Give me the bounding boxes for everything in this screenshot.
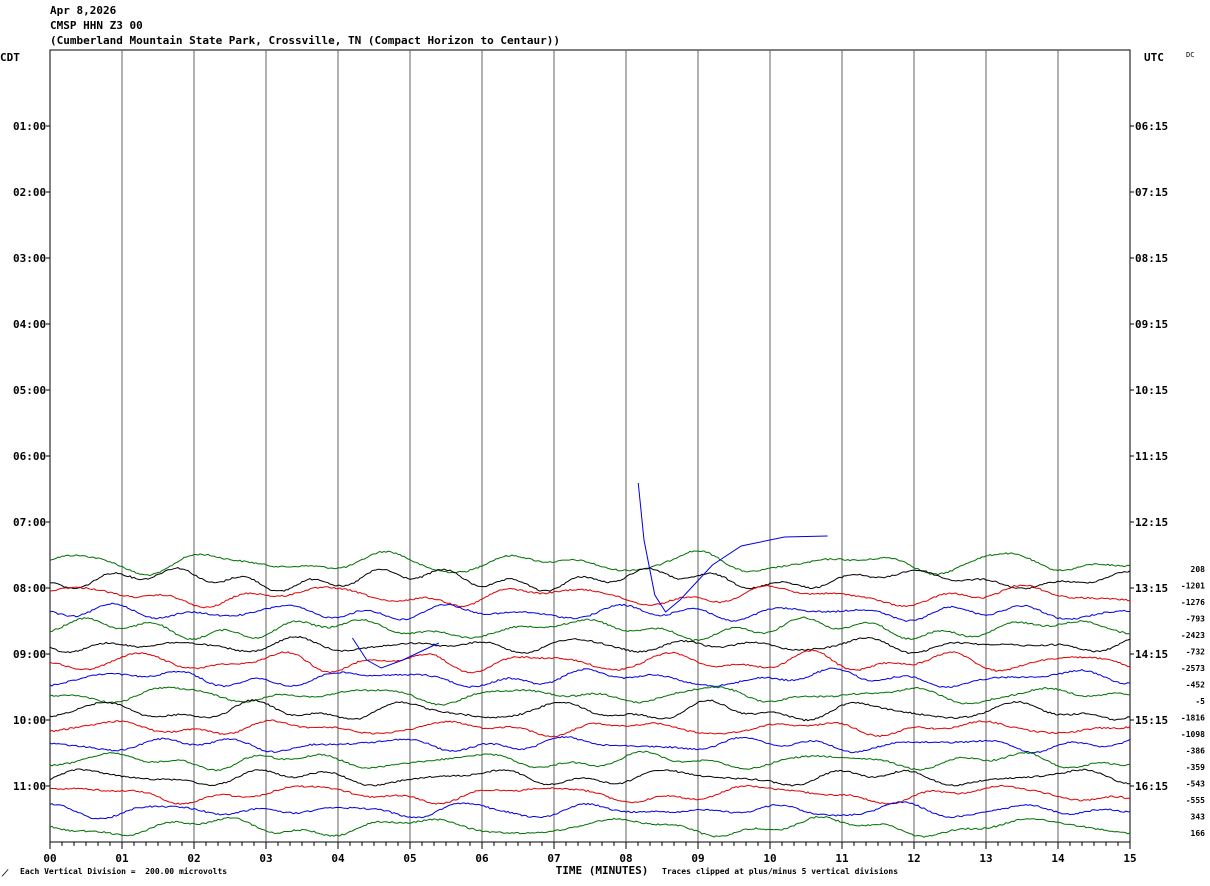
trace-line <box>49 649 1131 674</box>
x-tick-label: 01 <box>115 852 129 865</box>
left-time-label: 03:00 <box>13 252 46 265</box>
trace-offset-label: -386 <box>1186 747 1205 756</box>
trace-offset-labels: 208 -1201 -1276 -793 -2423 -732 -2573 -452 -5 -18… <box>1181 565 1205 838</box>
x-tick-label: 07 <box>547 852 560 865</box>
x-tick-label: 08 <box>619 852 632 865</box>
footer-mark: ⟋ <box>2 869 9 879</box>
left-time-label: 10:00 <box>13 714 46 727</box>
trace-offset-label: -1098 <box>1181 730 1205 739</box>
x-tick-label: 14 <box>1051 852 1065 865</box>
trace-offset-label: 208 <box>1191 565 1206 574</box>
event-trace <box>637 482 828 613</box>
right-time-label: 16:15 <box>1135 780 1168 793</box>
right-time-label: 09:15 <box>1135 318 1168 331</box>
corner-tag: DC <box>1186 51 1194 59</box>
x-tick-label: 09 <box>691 852 704 865</box>
right-time-label: 14:15 <box>1135 648 1168 661</box>
left-time-label: 07:00 <box>13 516 46 529</box>
trace-offset-label: -2573 <box>1181 664 1205 673</box>
x-tick-label: 12 <box>907 852 920 865</box>
trace-offset-label: 343 <box>1191 813 1206 822</box>
x-tick-label: 02 <box>187 852 200 865</box>
trace-line <box>49 801 1131 820</box>
left-time-label: 01:00 <box>13 120 46 133</box>
trace-line <box>49 784 1131 805</box>
right-time-label: 12:15 <box>1135 516 1168 529</box>
trace-line <box>49 602 1131 622</box>
trace-line <box>49 719 1131 738</box>
x-axis-title: TIME (MINUTES) <box>556 864 649 877</box>
trace-offset-label: -793 <box>1186 615 1205 624</box>
trace-offset-label: -359 <box>1186 763 1205 772</box>
x-tick-label: 04 <box>331 852 345 865</box>
left-time-label: 04:00 <box>13 318 46 331</box>
trace-line <box>49 768 1131 787</box>
trace-offset-label: -1276 <box>1181 598 1205 607</box>
trace-offset-label: -452 <box>1186 681 1205 690</box>
left-time-label: 09:00 <box>13 648 46 661</box>
left-axis-title: CDT <box>0 51 20 64</box>
trace-offset-label: -5 <box>1195 697 1205 706</box>
right-time-label: 11:15 <box>1135 450 1168 463</box>
trace-offset-label: -732 <box>1186 648 1205 657</box>
trace-offset-label: -543 <box>1186 780 1205 789</box>
x-tick-label: 15 <box>1123 852 1136 865</box>
x-tick-label: 13 <box>979 852 992 865</box>
x-tick-label: 10 <box>763 852 776 865</box>
left-time-label: 02:00 <box>13 186 46 199</box>
right-time-label: 10:15 <box>1135 384 1168 397</box>
right-time-label: 06:15 <box>1135 120 1168 133</box>
trace-line <box>49 584 1131 609</box>
trace-offset-label: 166 <box>1191 829 1206 838</box>
trace-line <box>49 635 1131 654</box>
left-time-label: 05:00 <box>13 384 46 397</box>
right-time-label: 15:15 <box>1135 714 1168 727</box>
x-tick-label: 00 <box>43 852 56 865</box>
trace-offset-label: -555 <box>1186 796 1205 805</box>
left-time-label: 08:00 <box>13 582 46 595</box>
x-tick-label: 03 <box>259 852 272 865</box>
right-time-labels: 06:15 07:15 08:15 09:15 10:15 11:15 12:15 13:15… <box>1130 120 1168 793</box>
right-time-label: 07:15 <box>1135 186 1168 199</box>
left-time-label: 11:00 <box>13 780 46 793</box>
left-time-label: 06:00 <box>13 450 46 463</box>
trace-line <box>49 567 1131 592</box>
trace-line <box>49 667 1131 688</box>
right-time-label: 13:15 <box>1135 582 1168 595</box>
vertical-gridlines <box>49 50 1131 849</box>
event-trace <box>351 637 440 669</box>
trace-line <box>49 550 1131 577</box>
x-tick-label: 06 <box>475 852 489 865</box>
header-date: Apr 8,2026 <box>50 4 117 17</box>
seismic-traces <box>49 482 1131 838</box>
trace-line <box>49 686 1131 706</box>
trace-offset-label: -1816 <box>1181 714 1205 723</box>
trace-line <box>49 616 1131 642</box>
header-location: (Cumberland Mountain State Park, Crossvi… <box>50 34 560 47</box>
trace-offset-label: -1201 <box>1181 582 1205 591</box>
x-tick-labels: 00 01 02 03 04 05 06 07 08 09 10 11 12 13 14 15 <box>43 852 1136 865</box>
trace-line <box>49 735 1131 754</box>
footer-clipped: Traces clipped at plus/minus 5 vertical … <box>662 867 899 876</box>
x-tick-label: 05 <box>403 852 416 865</box>
footer-division: Each Vertical Division = 200.00 microvol… <box>20 867 228 876</box>
header-station: CMSP HHN Z3 00 <box>50 19 143 32</box>
x-tick-label: 11 <box>835 852 849 865</box>
right-axis-title: UTC <box>1144 51 1164 64</box>
left-time-labels: 01:00 02:00 03:00 04:00 05:00 06:00 07:00 08:00… <box>13 120 50 793</box>
trace-line <box>49 750 1131 772</box>
right-time-label: 08:15 <box>1135 252 1168 265</box>
trace-line <box>49 815 1131 838</box>
trace-offset-label: -2423 <box>1181 631 1205 640</box>
trace-line <box>49 699 1131 722</box>
